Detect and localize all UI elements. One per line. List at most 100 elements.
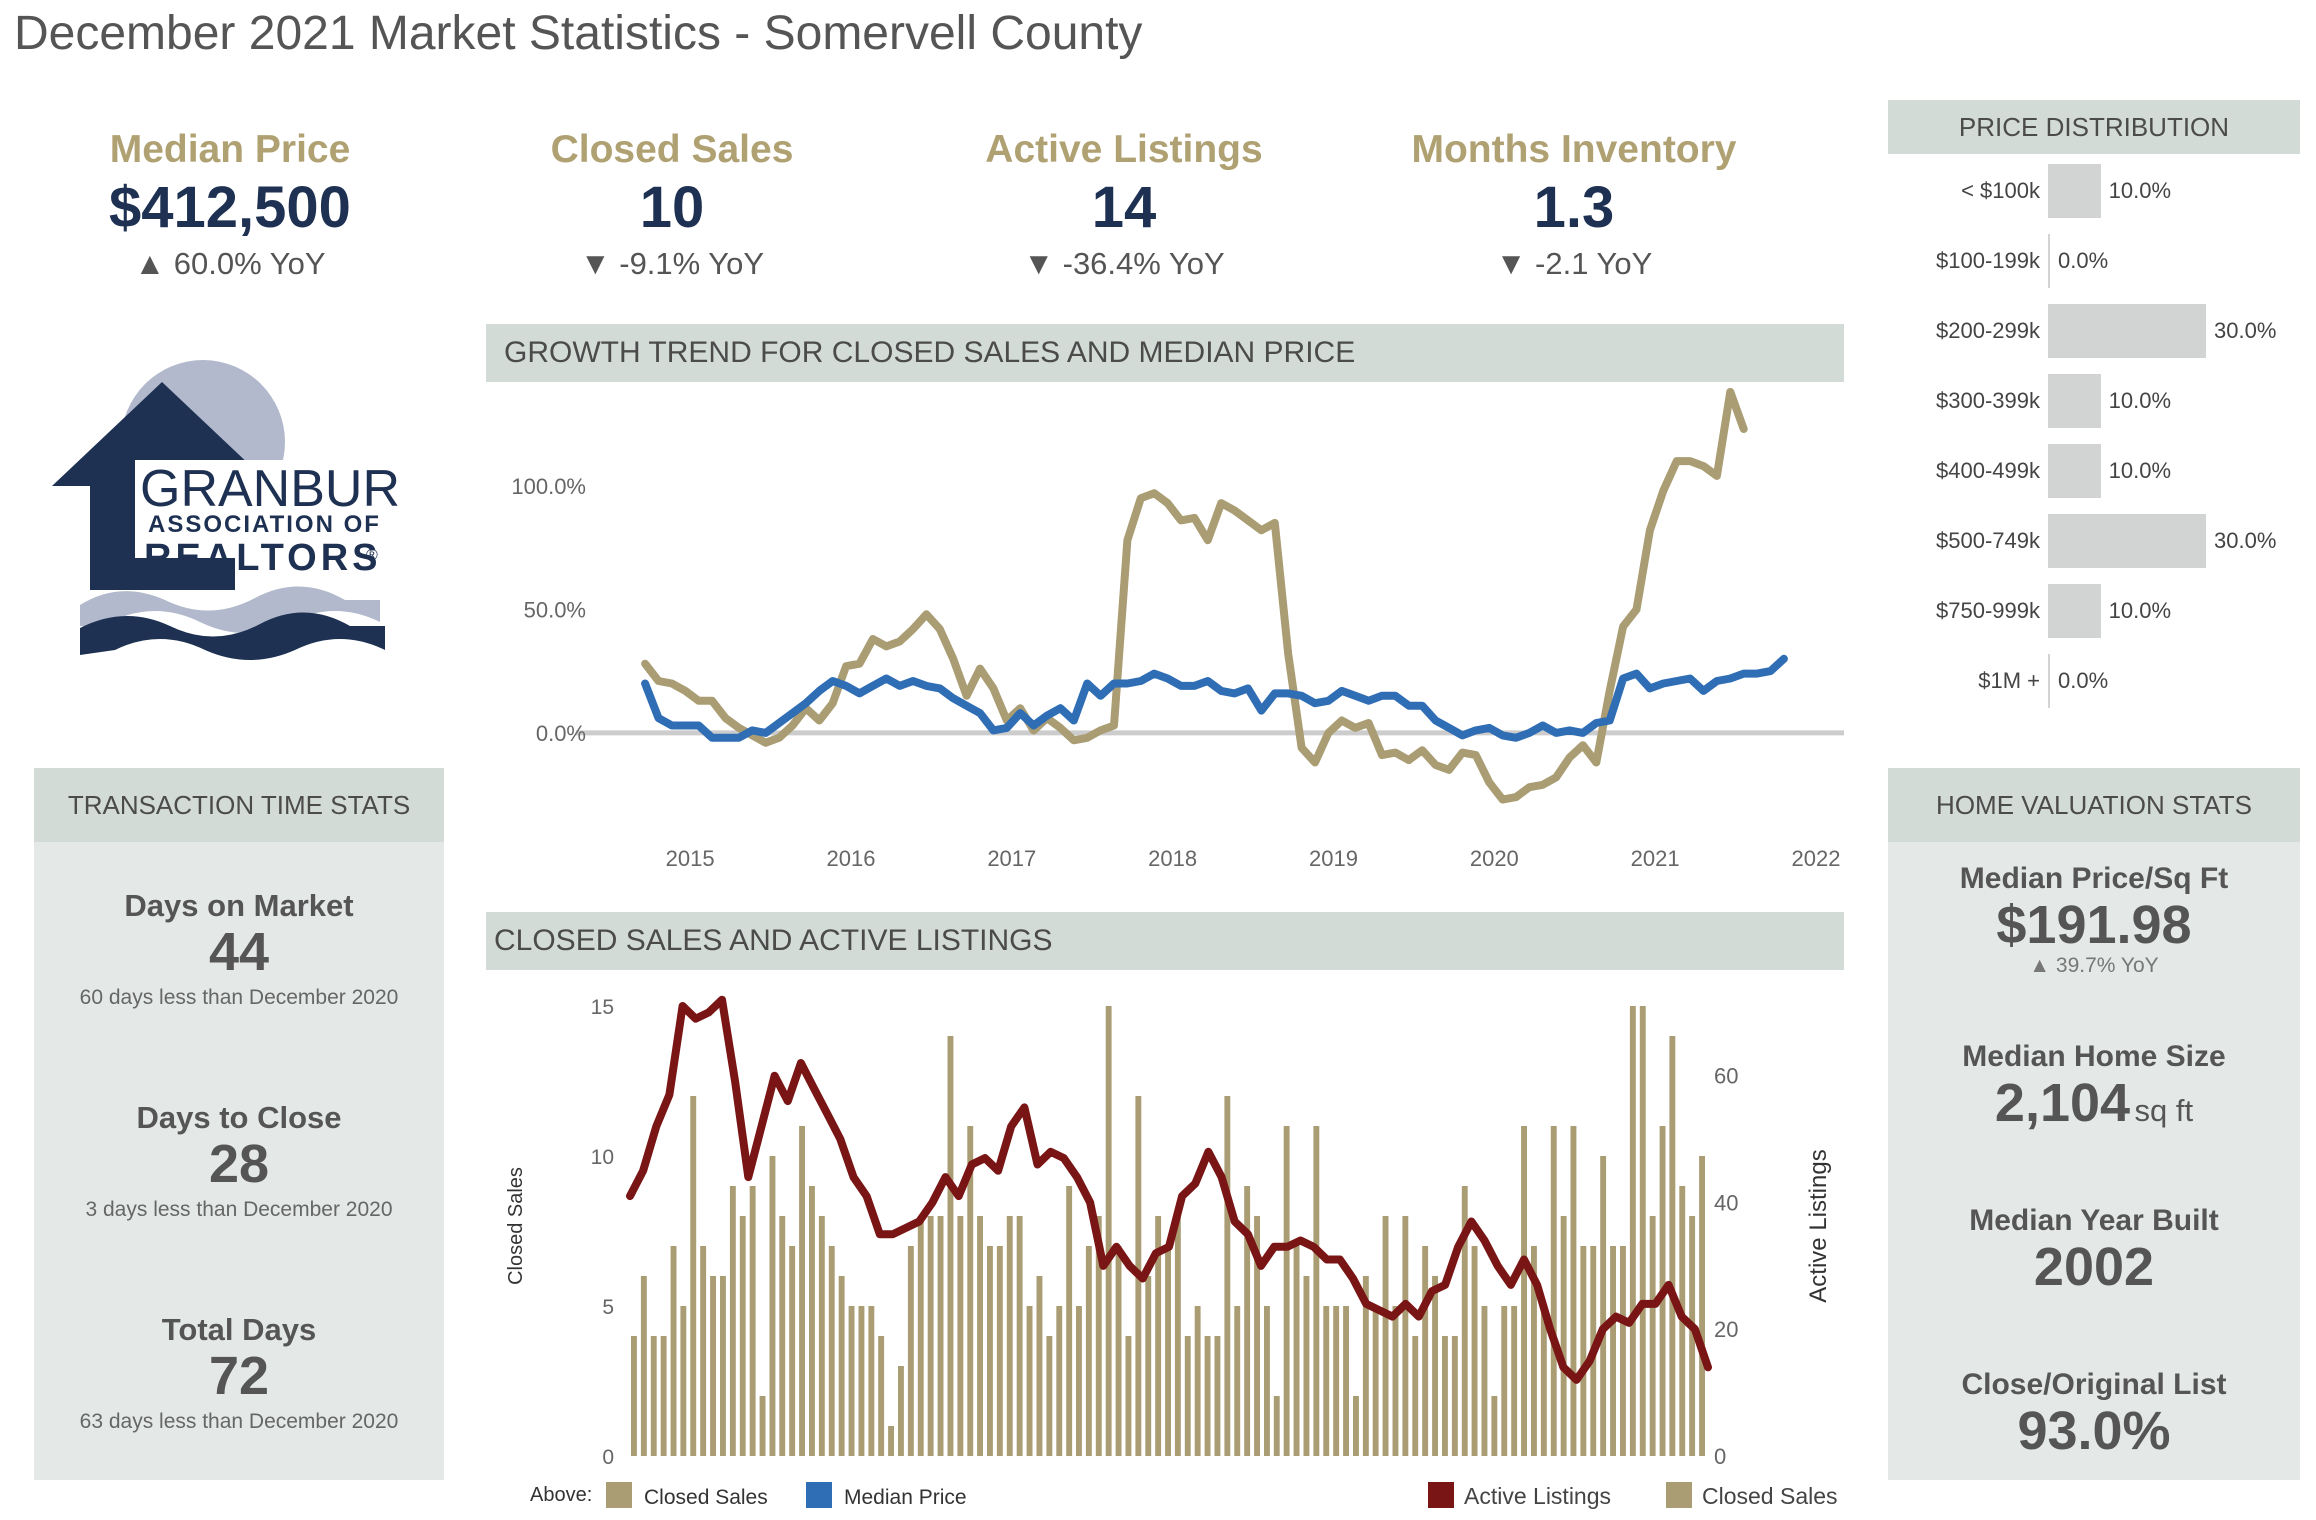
closed-sales-bar (1026, 1306, 1033, 1456)
y2-tick-label: 20 (1714, 1317, 1738, 1342)
closed-sales-bar (1224, 1096, 1231, 1456)
closed-sales-bar (957, 1216, 964, 1456)
hv-value: 93.0% (2017, 1401, 2171, 1461)
kpi-value: 1.3 (1533, 175, 1615, 240)
x-tick-label: 2022 (1792, 846, 1841, 871)
price-range-label: $200-299k (1936, 318, 2040, 343)
y2-axis-label: Active Listings (1805, 1149, 1832, 1302)
kpi-yoy: ▼ -2.1 YoY (1495, 246, 1653, 281)
logo-mark: ® (366, 547, 378, 564)
closed-sales-bar (848, 1306, 855, 1456)
closed-sales-bar (1471, 1246, 1478, 1456)
closed-sales-bar (1046, 1336, 1053, 1456)
logo-line1: GRANBURY (140, 460, 400, 518)
price-distribution-value: 10.0% (2108, 458, 2172, 483)
closed-sales-bar (670, 1246, 677, 1456)
closed-sales-bar (1273, 1396, 1280, 1456)
closed-sales-bar (1481, 1306, 1488, 1456)
hv-unit: sq ft (2134, 1093, 2194, 1128)
y-tick-label: 0.0% (536, 721, 586, 746)
price-range-label: $300-399k (1936, 388, 2040, 413)
closed-sales-bar (1085, 1246, 1092, 1456)
y-tick-label: 15 (591, 996, 614, 1019)
hv-sub: ▲ 39.7% YoY (2029, 954, 2159, 977)
stat-sub: 60 days less than December 2020 (79, 986, 399, 1009)
logo-graphic: GRANBURY ASSOCIATION OF REALTORS ® (52, 360, 434, 660)
y-tick-label: 0 (602, 1446, 614, 1469)
kpi-label: Active Listings (985, 128, 1263, 171)
closed-sales-bar (1392, 1306, 1399, 1456)
closed-sales-bar (1016, 1216, 1023, 1456)
closed-sales-bar (1343, 1306, 1349, 1456)
hv-label: Close/Original List (1961, 1368, 2227, 1401)
closed-sales-bar (967, 1126, 974, 1456)
y2-tick-label: 60 (1714, 1064, 1738, 1089)
closed-sales-bar (720, 1276, 726, 1456)
y-axis-label: Closed Sales (505, 1167, 527, 1285)
price-distribution-bar (2048, 304, 2206, 358)
closed-sales-active-listings-chart: 0 5 10 15 0 20 40 60 Closed Sales Active Listings… (505, 995, 1838, 1509)
kpi-yoy: ▼ -9.1% YoY (579, 246, 765, 281)
closed-sales-bar (1422, 1246, 1429, 1456)
y2-tick-label: 40 (1714, 1190, 1738, 1215)
closed-sales-bar (1610, 1246, 1616, 1456)
x-tick-label: 2019 (1309, 846, 1358, 871)
stat-label: Days to Close (136, 1100, 342, 1135)
stat-value: 44 (208, 922, 270, 982)
stat-days-to-close: Days to Close 28 3 days less than Decemb… (34, 1100, 444, 1222)
closed-sales-bar (1264, 1306, 1270, 1456)
stat-sub: 63 days less than December 2020 (79, 1410, 399, 1433)
closed-sales-bar (977, 1216, 983, 1456)
closed-sales-bar (996, 1246, 1003, 1456)
price-distribution-value: 10.0% (2108, 388, 2172, 413)
closed-sales-bar (1323, 1306, 1330, 1456)
closed-sales-bar (1402, 1216, 1409, 1456)
price-range-label: < $100k (1961, 178, 2040, 203)
y-tick-label: 5 (602, 1296, 614, 1319)
closed-sales-bar (1540, 1306, 1547, 1456)
closed-sales-bar (1056, 1306, 1063, 1456)
closed-sales-bar (680, 1306, 687, 1456)
legend-swatch-median-price (806, 1482, 832, 1508)
closed-sales-bar (987, 1246, 993, 1456)
closed-sales-bar (878, 1336, 885, 1456)
closed-sales-bar (1372, 1306, 1379, 1456)
price-distribution-bar (2048, 234, 2050, 288)
closed-sales-bar (1115, 1246, 1122, 1456)
transaction-stats-header: TRANSACTION TIME STATS (34, 768, 444, 842)
closed-sales-bar (1333, 1306, 1340, 1456)
closed-sales-bar (1442, 1336, 1448, 1456)
closed-sales-bar (1204, 1336, 1211, 1456)
closed-sales-bar (1254, 1216, 1260, 1456)
closed-sales-bar (888, 1426, 894, 1456)
closed-sales-bar (1699, 1156, 1705, 1456)
kpi-label: Months Inventory (1411, 128, 1737, 171)
price-distribution-bar (2048, 444, 2101, 498)
price-distribution-value: 10.0% (2108, 598, 2172, 623)
transaction-stats-panel: Days on Market 44 60 days less than Dece… (34, 842, 444, 1480)
closed-sales-bar (927, 1216, 934, 1456)
y-tick-label: 100.0% (511, 474, 586, 499)
home-valuation-panel: Median Price/Sq Ft $191.98 ▲ 39.7% YoY M… (1888, 842, 2300, 1480)
price-distribution-value: 30.0% (2214, 318, 2277, 343)
closed-sales-bar (1432, 1276, 1438, 1456)
growth-trend-chart: 0.0% 50.0% 100.0% 2015 2016 2017 2018 2019 2020 2… (511, 387, 1844, 871)
closed-sales-bar (898, 1366, 904, 1456)
hv-home-size: Median Home Size 2,104 sq ft (1888, 1040, 2300, 1132)
growth-chart-header: GROWTH TREND FOR CLOSED SALES AND MEDIAN… (486, 324, 1844, 382)
sales-chart-header: CLOSED SALES AND ACTIVE LISTINGS (486, 912, 1844, 970)
hv-close-original: Close/Original List 93.0% (1888, 1368, 2300, 1460)
closed-sales-bar (1174, 1216, 1181, 1456)
closed-sales-bar (690, 1096, 697, 1456)
kpi-value: $412,500 (109, 175, 351, 240)
closed-sales-bar (828, 1246, 835, 1456)
x-tick-label: 2015 (666, 846, 715, 871)
closed-sales-bar (1570, 1126, 1577, 1456)
closed-sales-bar (907, 1246, 914, 1456)
price-range-label: $750-999k (1936, 598, 2040, 623)
stat-value: 72 (208, 1346, 270, 1406)
y2-tick-label: 0 (1714, 1444, 1726, 1469)
price-distribution-bar (2048, 164, 2101, 218)
closed-sales-bar (917, 1216, 924, 1456)
kpi-months-inventory: Months Inventory 1.3 ▼ -2.1 YoY (1344, 128, 1804, 282)
